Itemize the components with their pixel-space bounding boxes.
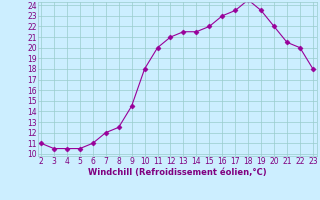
X-axis label: Windchill (Refroidissement éolien,°C): Windchill (Refroidissement éolien,°C) <box>88 168 267 177</box>
